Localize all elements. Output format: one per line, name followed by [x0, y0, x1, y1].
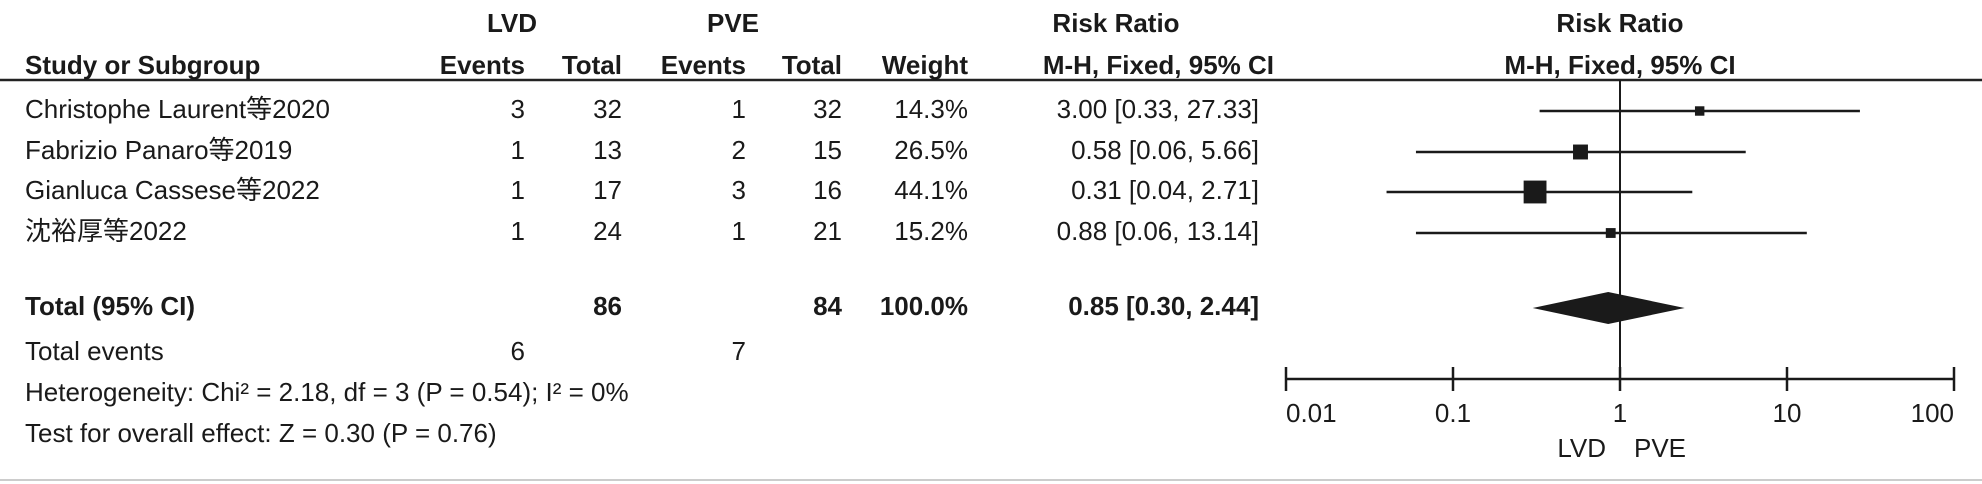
- total: 84: [813, 291, 842, 321]
- favours-label: PVE: [1634, 433, 1686, 463]
- weight: 26.5%: [894, 135, 968, 165]
- effect-square: [1694, 106, 1705, 116]
- pooled-diamond: [1532, 292, 1685, 324]
- study-name: Gianluca Cassese等2022: [25, 175, 320, 205]
- total: 15: [813, 135, 842, 165]
- total: 17: [593, 175, 622, 205]
- total: 16: [813, 175, 842, 205]
- heterogeneity: Heterogeneity: Chi² = 2.18, df = 3 (P = …: [25, 377, 629, 407]
- effect-square: [1523, 180, 1547, 204]
- total: 13: [593, 135, 622, 165]
- events: 1: [511, 175, 525, 205]
- events: 1: [511, 216, 525, 246]
- column-header: Study or Subgroup: [25, 50, 260, 80]
- column-header: Total: [562, 50, 622, 80]
- x-tick-label: 100: [1911, 398, 1954, 428]
- weight: 14.3%: [894, 94, 968, 124]
- effect-square: [1573, 144, 1588, 160]
- events: 3: [511, 94, 525, 124]
- study-name: 沈裕厚等2022: [25, 216, 187, 246]
- column-header: Events: [661, 50, 746, 80]
- events: 2: [732, 135, 746, 165]
- x-tick-label: 0.1: [1435, 398, 1471, 428]
- weight: 15.2%: [894, 216, 968, 246]
- group-header: LVD: [487, 8, 537, 38]
- x-tick-label: 10: [1773, 398, 1802, 428]
- weight: 100.0%: [880, 291, 968, 321]
- total: 24: [593, 216, 622, 246]
- column-header: Events: [440, 50, 525, 80]
- column-header: Total: [782, 50, 842, 80]
- study-name: Christophe Laurent等2020: [25, 94, 330, 124]
- column-header: Weight: [882, 50, 969, 80]
- effect-header: Risk Ratio: [1052, 8, 1179, 38]
- total: 21: [813, 216, 842, 246]
- x-tick-label: 1: [1613, 398, 1627, 428]
- ci-text: 0.88 [0.06, 13.14]: [1057, 216, 1259, 246]
- favours-label: LVD: [1557, 433, 1606, 463]
- group-header: PVE: [707, 8, 759, 38]
- study-name: Fabrizio Panaro等2019: [25, 135, 292, 165]
- events: 1: [732, 216, 746, 246]
- total: 32: [593, 94, 622, 124]
- events: 1: [732, 94, 746, 124]
- effect-square: [1605, 228, 1616, 238]
- ci-text: 0.58 [0.06, 5.66]: [1071, 135, 1259, 165]
- total-label: Total (95% CI): [25, 291, 195, 321]
- weight: 44.1%: [894, 175, 968, 205]
- events: 3: [732, 175, 746, 205]
- events: 1: [511, 135, 525, 165]
- column-header: M-H, Fixed, 95% CI: [1043, 50, 1274, 80]
- ci-text: 3.00 [0.33, 27.33]: [1057, 94, 1259, 124]
- events: 6: [511, 336, 525, 366]
- total: 86: [593, 291, 622, 321]
- plot-header: Risk Ratio: [1556, 8, 1683, 38]
- x-tick-label: 0.01: [1286, 398, 1337, 428]
- plot-subheader: M-H, Fixed, 95% CI: [1504, 50, 1735, 80]
- ci-text: 0.31 [0.04, 2.71]: [1071, 175, 1259, 205]
- ci-text: 0.85 [0.30, 2.44]: [1068, 291, 1259, 321]
- overall-effect: Test for overall effect: Z = 0.30 (P = 0…: [25, 418, 497, 448]
- events: 7: [732, 336, 746, 366]
- events-label: Total events: [25, 336, 164, 366]
- total: 32: [813, 94, 842, 124]
